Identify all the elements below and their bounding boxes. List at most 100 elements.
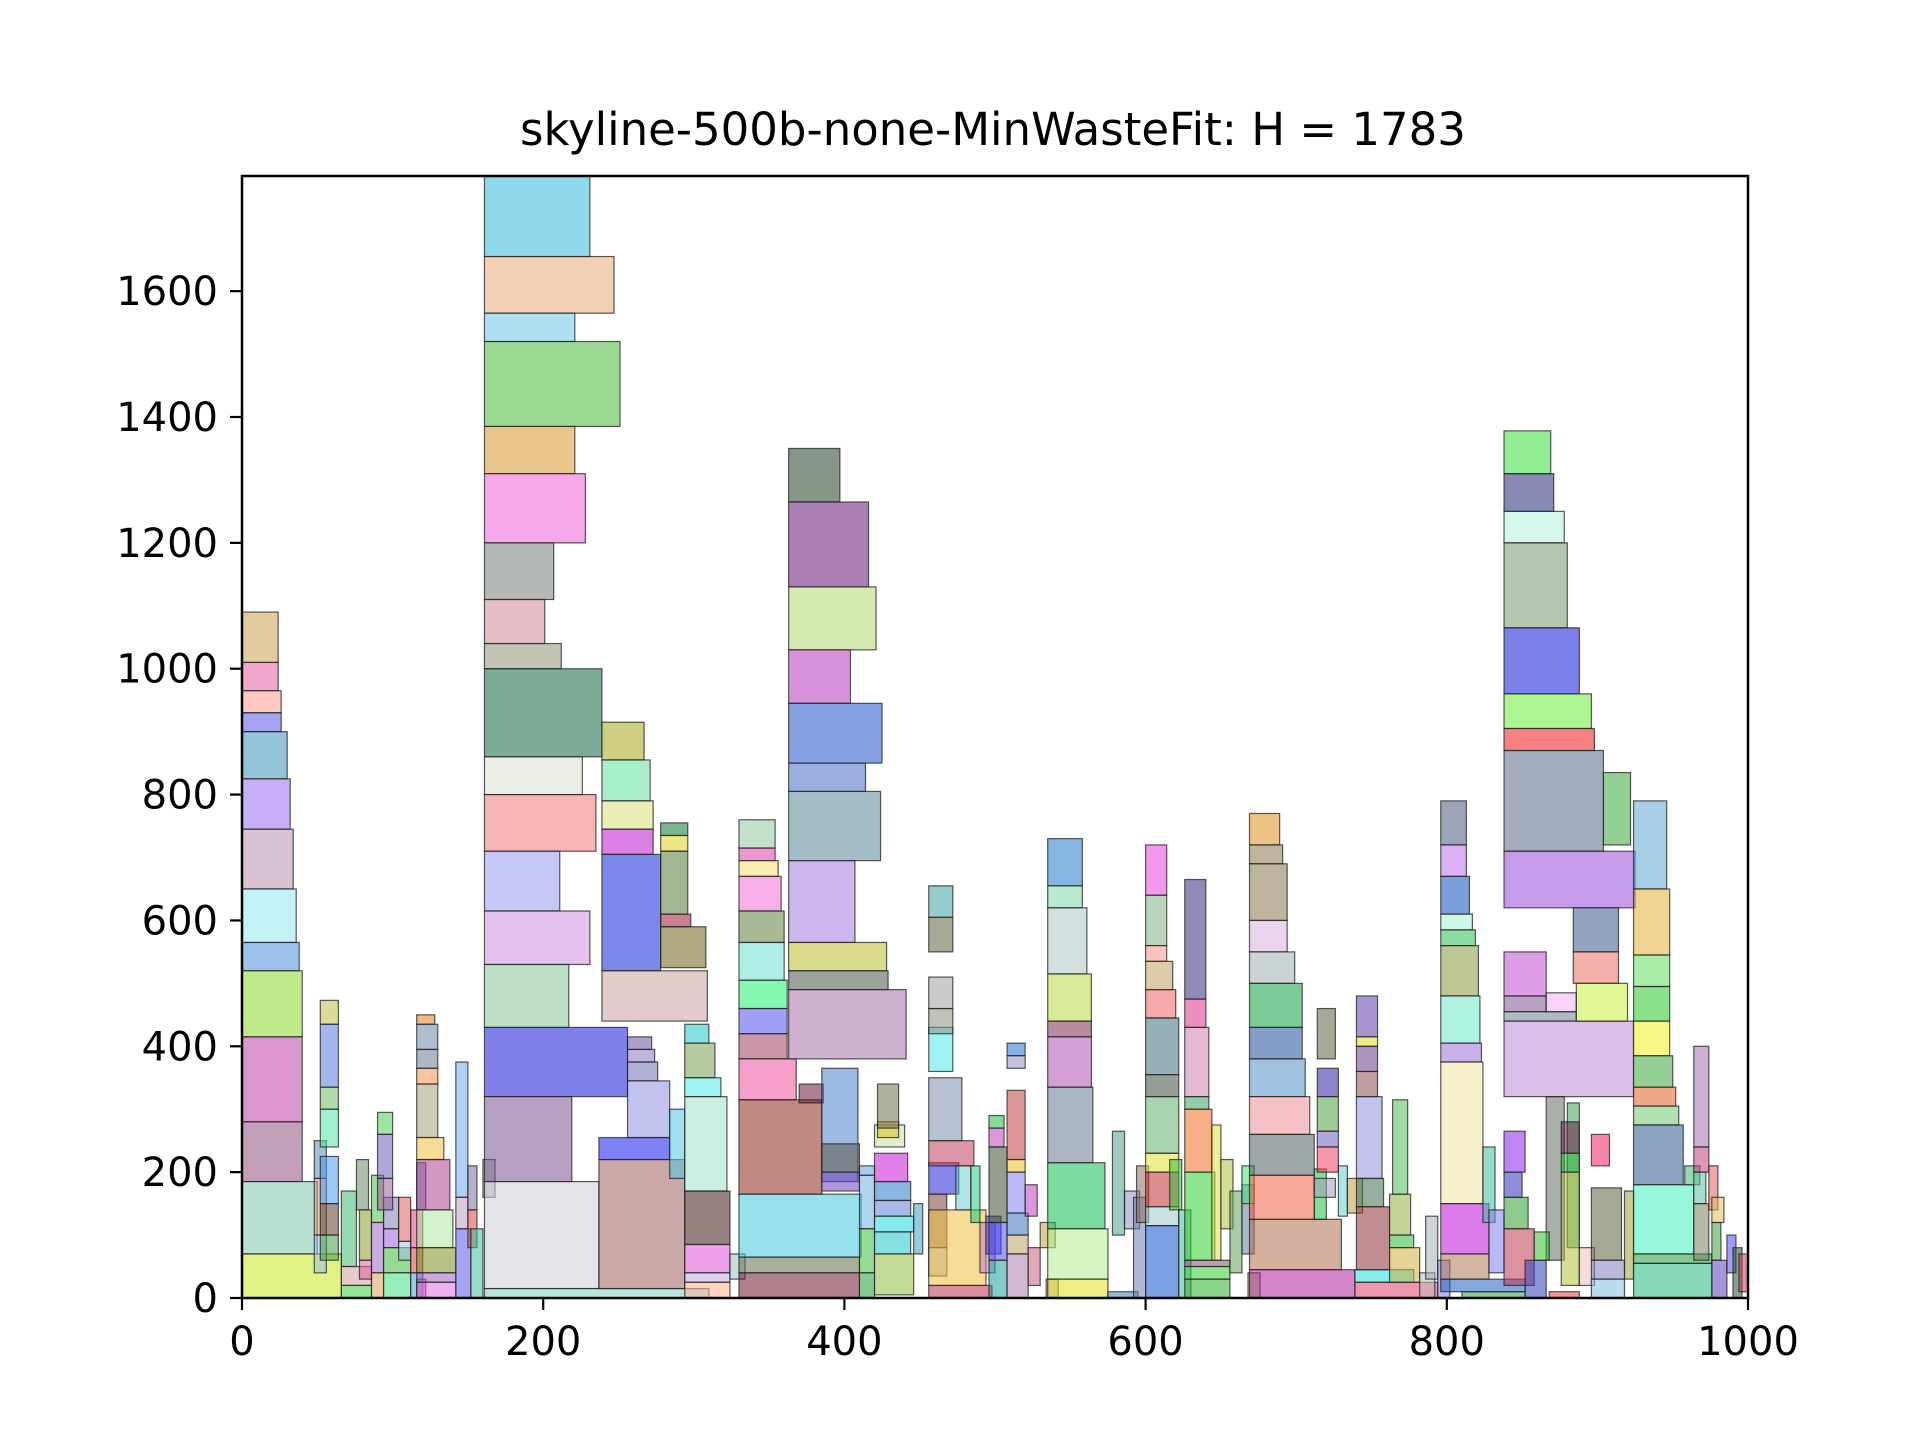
packed-rect-163 [928, 885, 954, 918]
packed-rect-273 [1440, 929, 1477, 947]
packed-rect-142 [858, 1228, 876, 1274]
packed-rect-72 [483, 598, 546, 645]
packed-rect-73 [483, 642, 562, 670]
packed-rect-67 [483, 312, 576, 343]
packed-rect-278 [1440, 1203, 1490, 1255]
packed-rect-335 [1693, 1171, 1707, 1205]
packed-rect-234 [1248, 919, 1288, 953]
packed-rect-173 [988, 1221, 1008, 1261]
packed-rect-19 [319, 1086, 339, 1110]
packed-rect-260 [1355, 1177, 1385, 1208]
packed-rect-304 [1533, 1231, 1550, 1261]
packed-rect-307 [1572, 951, 1620, 984]
packed-rect-297 [1503, 951, 1547, 997]
packed-rect-274 [1440, 945, 1480, 997]
packed-rect-58 [455, 1061, 469, 1198]
packed-rect-262 [1388, 1193, 1412, 1236]
packed-rect-285 [1503, 1171, 1523, 1198]
y-tick-label-8: 1600 [116, 269, 218, 315]
packed-rect-203 [1144, 894, 1168, 947]
packed-rect-267 [1425, 1215, 1439, 1280]
packed-rect-336 [1693, 1203, 1710, 1261]
packed-rect-296 [1503, 850, 1636, 909]
packed-rect-324 [1632, 1020, 1671, 1057]
packed-rect-112 [738, 847, 776, 862]
packed-rect-21 [319, 1155, 339, 1205]
packed-rect-313 [1560, 1171, 1580, 1287]
packed-rect-177 [1006, 1089, 1026, 1161]
chart-title: skyline-500b-none-MinWasteFit: H = 1783 [520, 103, 1466, 156]
packed-rect-94 [626, 1061, 659, 1082]
packed-rect-75 [483, 756, 583, 796]
packed-rect-89 [601, 970, 708, 1022]
packed-rect-196 [1047, 1278, 1109, 1299]
packed-rect-343 [1738, 1253, 1749, 1293]
packed-rect-158 [928, 1077, 963, 1142]
y-tick-label-7: 1400 [116, 395, 218, 441]
y-tick-label-5: 1000 [116, 647, 218, 693]
x-tick-label-3: 600 [1107, 1319, 1183, 1365]
packed-rect-198 [1111, 1130, 1126, 1236]
packed-rect-117 [738, 979, 788, 1010]
packed-rect-322 [1632, 954, 1671, 988]
packed-rect-54 [416, 1209, 454, 1249]
packed-rect-154 [928, 1162, 960, 1195]
packed-rect-65 [483, 175, 591, 258]
packed-rect-195 [1047, 1228, 1109, 1280]
packed-rect-159 [928, 1026, 954, 1073]
packed-rect-320 [1632, 800, 1668, 890]
packed-rect-243 [1248, 1269, 1356, 1299]
packed-rect-176 [1006, 1055, 1026, 1069]
y-tick-label-4: 800 [142, 773, 218, 819]
packed-rect-202 [1144, 844, 1168, 896]
packed-rect-188 [1047, 885, 1083, 909]
packed-rect-272 [1440, 913, 1474, 931]
packed-rect-291 [1503, 542, 1568, 629]
packed-rect-164 [928, 1140, 975, 1167]
packed-rect-17 [319, 999, 339, 1025]
packed-rect-241 [1248, 1174, 1315, 1220]
packed-rect-251 [1337, 1165, 1349, 1217]
packed-rect-77 [483, 850, 561, 912]
packed-rect-301 [1524, 1259, 1547, 1299]
packed-rect-81 [483, 1096, 573, 1183]
packed-rect-82 [483, 1180, 600, 1290]
packed-rect-83 [483, 1287, 710, 1299]
packed-rect-279 [1440, 1253, 1490, 1280]
packed-rect-152 [876, 1083, 900, 1129]
packed-rect-340 [1711, 1259, 1728, 1299]
packed-rect-80 [483, 1026, 629, 1098]
packed-rect-2 [241, 690, 282, 714]
packed-rect-334 [1693, 1146, 1710, 1173]
packed-rect-114 [738, 875, 782, 912]
packed-rect-265 [1391, 1099, 1409, 1195]
packed-rect-179 [1006, 1171, 1026, 1214]
packed-rect-96 [660, 822, 689, 837]
packed-rect-143 [858, 1272, 876, 1299]
packed-rect-18 [319, 1023, 339, 1088]
packed-rect-248 [1316, 1096, 1339, 1132]
packed-rect-1 [241, 661, 279, 692]
packed-rect-333 [1693, 1045, 1710, 1148]
packed-rect-140 [858, 1165, 876, 1176]
packed-rect-323 [1632, 985, 1671, 1022]
packed-rect-41 [398, 1240, 412, 1261]
packed-rect-145 [873, 1152, 909, 1183]
packed-rect-277 [1440, 1061, 1484, 1205]
packed-rect-205 [1144, 960, 1174, 991]
packed-rect-207 [1144, 1017, 1180, 1076]
packed-rect-245 [1313, 1177, 1336, 1198]
packed-rect-294 [1503, 727, 1595, 752]
packed-rect-31 [370, 1221, 385, 1274]
packed-rect-37 [376, 1111, 394, 1135]
packed-rect-220 [1184, 1108, 1213, 1173]
packed-rect-318 [1590, 1278, 1626, 1299]
packed-rect-276 [1440, 1042, 1483, 1063]
packed-rect-74 [483, 668, 603, 758]
packed-rect-238 [1248, 1058, 1306, 1098]
packed-rect-52 [416, 1136, 445, 1161]
packed-rect-118 [738, 1007, 788, 1035]
packed-rect-312 [1560, 1152, 1580, 1173]
packed-rect-237 [1248, 1026, 1303, 1060]
packed-rect-104 [684, 1077, 722, 1098]
